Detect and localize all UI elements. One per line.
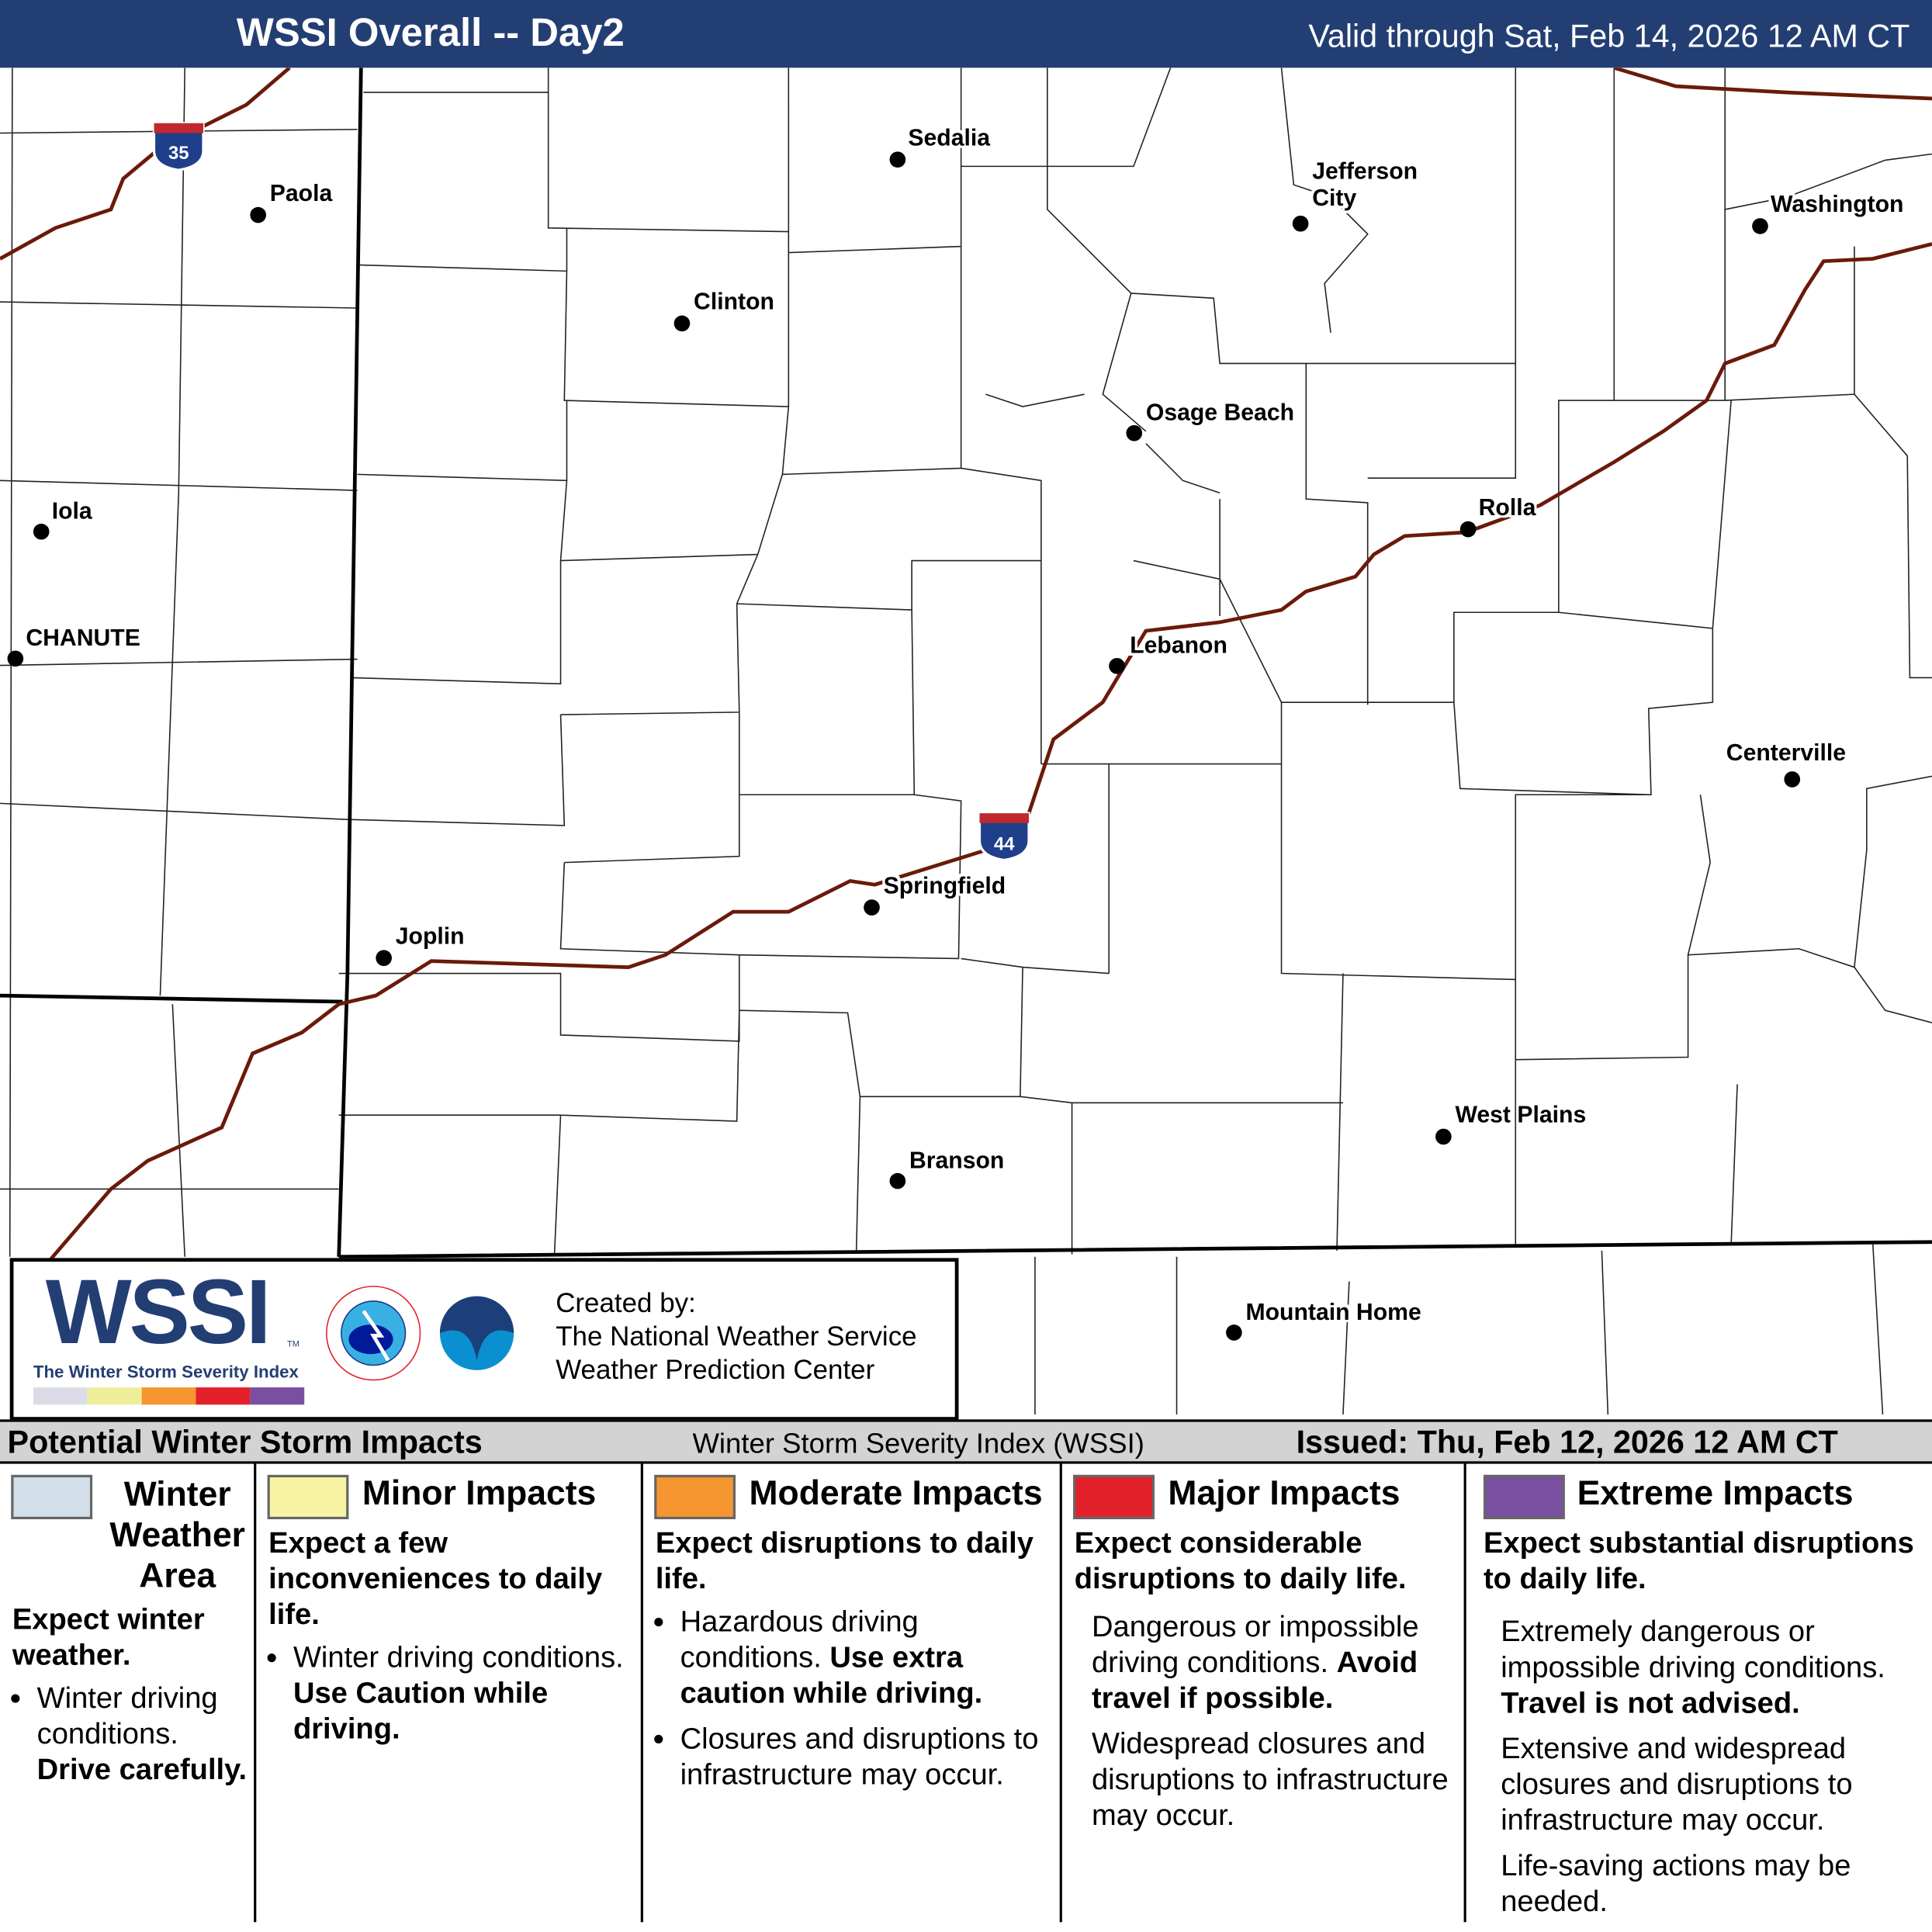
legend-extreme: Extreme Impacts Expect substantial disru…	[1466, 1464, 1930, 1923]
city-dot	[1784, 771, 1801, 788]
city-label: Washington	[1770, 192, 1904, 219]
city-dot	[1126, 424, 1143, 441]
legend-title: Winter Weather Area	[109, 1474, 245, 1594]
city-label: Paola	[269, 181, 333, 207]
city-label: West Plains	[1455, 1103, 1587, 1129]
status-bar: Potential Winter Storm Impacts Winter St…	[0, 1419, 1932, 1464]
legend-item: Winter driving conditions.	[293, 1641, 624, 1675]
interstate-35-label: 35	[168, 143, 189, 164]
legend-item-bold: Use Caution while driving.	[293, 1677, 549, 1747]
wssi-wordmark: WSSI	[45, 1260, 272, 1363]
city-label: CHANUTE	[26, 625, 140, 653]
header-bar: WSSI Overall -- Day2 Valid through Sat, …	[0, 0, 1932, 68]
wssi-color-bar	[33, 1387, 305, 1405]
swatch	[267, 1474, 349, 1520]
agency-logos	[326, 1286, 524, 1381]
org-wpc: Weather Prediction Center	[556, 1354, 875, 1385]
created-by-label: Created by:	[556, 1287, 696, 1319]
legend-item: Winter driving conditions.	[36, 1681, 218, 1751]
legend-item-bold: Drive carefully.	[36, 1753, 248, 1787]
city-label: Rolla	[1478, 495, 1536, 521]
city-dot	[7, 650, 24, 667]
legend-item: Extensive and widespread closures and di…	[1501, 1732, 1853, 1837]
legend-title: Moderate Impacts	[749, 1473, 1043, 1512]
legend-item: Life-saving actions may be needed.	[1501, 1849, 1851, 1919]
impacts-heading: Potential Winter Storm Impacts	[7, 1423, 483, 1460]
legend-headline: Expect substantial disruptions to daily …	[1483, 1526, 1914, 1596]
city-dot	[1109, 657, 1125, 674]
city-label: Centerville	[1726, 740, 1847, 767]
map-title: WSSI Overall -- Day2	[236, 9, 625, 54]
legend-headline: Expect a few inconveniences to daily lif…	[268, 1526, 603, 1632]
city-label: Mountain Home	[1245, 1300, 1421, 1326]
swatch	[654, 1474, 736, 1520]
legend-item: Closures and disruptions to infrastructu…	[680, 1723, 1039, 1792]
city-label: Iola	[51, 499, 92, 525]
city-label: Jefferson City	[1312, 158, 1418, 213]
city-dot	[889, 151, 906, 168]
wssi-logo-box: WSSI TM The Winter Storm Severity Index …	[9, 1258, 959, 1421]
city-dot	[376, 950, 392, 966]
city-label: Springfield	[883, 873, 1006, 900]
legend-winter-weather-area: Winter Weather Area Expect winter weathe…	[0, 1463, 257, 1923]
city-dot	[1752, 218, 1768, 234]
legend-item: Hazardous driving conditions.	[680, 1605, 919, 1675]
wssi-subtitle: The Winter Storm Severity Index	[33, 1361, 299, 1382]
city-dot	[864, 899, 880, 916]
city-dot	[1226, 1324, 1242, 1341]
city-dot	[1459, 521, 1477, 538]
city-label: Joplin	[395, 924, 465, 950]
state-lines	[0, 68, 1932, 1259]
city-dot	[1435, 1128, 1452, 1145]
legend-moderate: Moderate Impacts Expect disruptions to d…	[643, 1463, 1062, 1923]
noaa-logo-icon	[430, 1286, 524, 1380]
credits: Created by: The National Weather Service…	[556, 1286, 916, 1387]
city-label: Branson	[909, 1148, 1005, 1175]
legend-item-bold: Use extra caution while driving.	[680, 1641, 983, 1711]
city-label: Lebanon	[1130, 633, 1227, 660]
legend-headline: Expect considerable disruptions to daily…	[1074, 1526, 1407, 1596]
legend-title: Major Impacts	[1168, 1473, 1401, 1512]
issued-time: Issued: Thu, Feb 12, 2026 12 AM CT	[1296, 1423, 1838, 1460]
city-dot	[1292, 215, 1309, 232]
city-dot	[33, 523, 50, 540]
org-nws: The National Weather Service	[556, 1321, 917, 1352]
interstate-routes	[0, 68, 1932, 1277]
city-label: Clinton	[694, 289, 774, 316]
swatch	[1073, 1474, 1155, 1520]
trademark: TM	[287, 1340, 300, 1349]
legend-item: Widespread closures and disruptions to i…	[1091, 1727, 1449, 1833]
index-name: Winter Storm Severity Index (WSSI)	[692, 1426, 1144, 1459]
legend-title: Minor Impacts	[362, 1473, 597, 1512]
impact-legend: Winter Weather Area Expect winter weathe…	[0, 1463, 1932, 1932]
interstate-44-shield-icon: 44	[978, 812, 1030, 862]
legend-minor: Minor Impacts Expect a few inconvenience…	[256, 1463, 643, 1923]
city-dot	[250, 206, 267, 223]
interstate-35-shield-icon: 35	[152, 122, 205, 171]
nws-logo-icon	[326, 1286, 421, 1381]
legend-item: Dangerous or impossible driving conditio…	[1091, 1610, 1419, 1680]
city-label: Osage Beach	[1145, 400, 1295, 427]
base-map: 35 44	[0, 68, 1932, 1415]
county-lines	[0, 68, 1932, 1415]
interstate-44-label: 44	[994, 834, 1015, 855]
legend-headline: Expect winter weather.	[12, 1603, 205, 1672]
legend-item-bold: Travel is not advised.	[1501, 1686, 1800, 1720]
city-dot	[673, 315, 691, 332]
city-dot	[889, 1172, 906, 1189]
legend-item: Extremely dangerous or impossible drivin…	[1501, 1615, 1885, 1684]
swatch	[11, 1474, 93, 1520]
legend-major: Major Impacts Expect considerable disrup…	[1062, 1463, 1466, 1923]
legend-headline: Expect disruptions to daily life.	[655, 1526, 1034, 1596]
legend-item-bold: Avoid travel if possible.	[1091, 1646, 1418, 1716]
valid-time: Valid through Sat, Feb 14, 2026 12 AM CT	[1308, 17, 1910, 54]
swatch	[1483, 1474, 1565, 1520]
legend-title: Extreme Impacts	[1577, 1473, 1854, 1512]
city-label: Sedalia	[908, 125, 991, 152]
